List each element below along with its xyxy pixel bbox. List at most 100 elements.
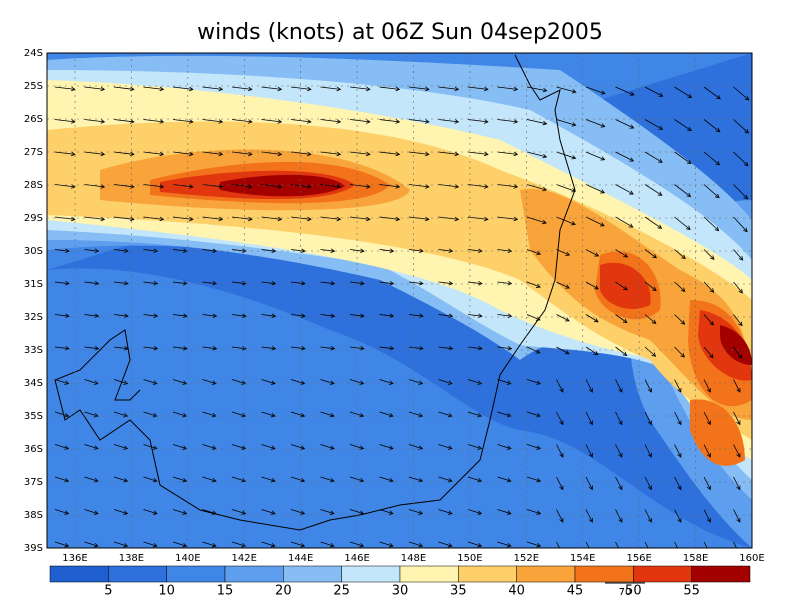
wind-arrow-head [535, 316, 541, 321]
wind-arrow [290, 444, 305, 450]
wind-arrow [526, 119, 547, 125]
wind-arrow-head [182, 510, 188, 515]
wind-arrow-head [506, 380, 512, 385]
wind-arrow [379, 119, 400, 123]
wind-arrow-head [588, 517, 593, 523]
wind-arrow [320, 314, 335, 317]
wind-arrow-head [657, 224, 663, 229]
wind-arrow-head [306, 86, 312, 92]
wind-arrow [644, 216, 662, 229]
wind-arrow [143, 346, 158, 350]
wind-arrow-head [447, 412, 453, 418]
wind-arrow-head [277, 86, 283, 92]
lat-label: 31S [24, 279, 43, 290]
wind-arrow [467, 476, 482, 482]
wind-arrow-head [359, 477, 365, 483]
wind-arrow [54, 151, 75, 155]
wind-arrow [202, 151, 223, 155]
wind-arrow [290, 249, 305, 252]
wind-arrow-head [247, 119, 253, 124]
colorbar-box [49, 565, 109, 583]
wind-arrow [615, 476, 623, 490]
wind-arrow [54, 509, 69, 515]
wind-arrow-head [65, 281, 70, 286]
colorbar-box [166, 565, 226, 583]
wind-arrow [585, 379, 593, 393]
wind-arrow [113, 184, 134, 188]
wind-arrow-head [706, 420, 711, 426]
wind-arrow [231, 509, 246, 515]
wind-arrow-head [395, 184, 401, 189]
wind-arrow [408, 411, 423, 417]
wind-arrow [703, 379, 711, 393]
lat-label: 35S [24, 411, 43, 422]
wind-arrow [261, 411, 275, 417]
colorbar-label: 40 [508, 584, 525, 599]
wind-arrow-head [94, 281, 100, 286]
wind-arrow-head [447, 542, 453, 548]
wind-arrow-head [182, 477, 188, 483]
wind-arrow [290, 281, 305, 285]
wind-arrow-head [677, 420, 682, 426]
wind-arrow [733, 541, 738, 548]
wind-arrow [408, 346, 423, 350]
colorbar-box [633, 565, 692, 583]
wind-arrow-head [330, 248, 336, 254]
wind-arrow-head [709, 255, 715, 260]
wind-arrow [556, 119, 576, 126]
wind-arrow-head [743, 161, 749, 167]
wind-arrow-head [389, 346, 395, 351]
wind-arrow-head [483, 151, 489, 157]
wind-arrow [497, 346, 512, 350]
wind-arrow [674, 314, 685, 325]
wind-arrow [438, 509, 452, 515]
wind-arrow-head [270, 542, 276, 548]
wind-arrow [615, 314, 628, 323]
wind-arrow-head [677, 387, 682, 393]
wind-arrow [231, 346, 246, 350]
wind-arrow-head [329, 445, 335, 450]
lon-label: 144E [288, 553, 313, 564]
wind-arrow [467, 346, 482, 350]
wind-arrow [261, 509, 275, 515]
wind-arrow [497, 541, 511, 547]
wind-arrow-head [100, 119, 106, 124]
lat-label: 26S [24, 114, 43, 125]
wind-arrow [556, 86, 576, 93]
lon-label: 154E [570, 553, 595, 564]
wind-arrow-head [454, 86, 460, 92]
wind-arrow [290, 151, 311, 155]
wind-arrow [556, 184, 576, 192]
wind-arrow [408, 119, 429, 123]
lat-label: 38S [24, 510, 43, 521]
wind-arrow [172, 509, 187, 515]
wind-arrow-head [513, 86, 519, 92]
wind-arrow [202, 119, 223, 123]
wind-arrow [703, 184, 720, 198]
wind-arrow [644, 346, 656, 357]
wind-arrow [261, 86, 282, 90]
wind-arrow [585, 184, 605, 194]
wind-arrow [556, 249, 570, 256]
wind-arrow-head [536, 445, 542, 450]
wind-arrow [113, 444, 128, 450]
wind-arrow [349, 379, 364, 385]
wind-arrow [703, 119, 721, 133]
wind-arrow [438, 346, 453, 350]
wind-arrow-head [336, 119, 342, 124]
wind-arrow-head [677, 485, 682, 491]
wind-arrow-head [153, 281, 159, 286]
wind-arrow-head [743, 194, 749, 200]
colorbar-label: 30 [392, 584, 409, 599]
wind-arrow [674, 119, 692, 131]
wind-arrow [54, 86, 75, 90]
lon-label: 142E [232, 553, 257, 564]
wind-arrow-head [419, 346, 424, 351]
wind-arrow [408, 541, 423, 547]
wind-arrow-head [182, 445, 188, 450]
wind-arrow-head [477, 510, 483, 515]
wind-arrow [172, 119, 193, 123]
wind-arrow-head [629, 124, 635, 129]
wind-arrow [408, 151, 429, 155]
